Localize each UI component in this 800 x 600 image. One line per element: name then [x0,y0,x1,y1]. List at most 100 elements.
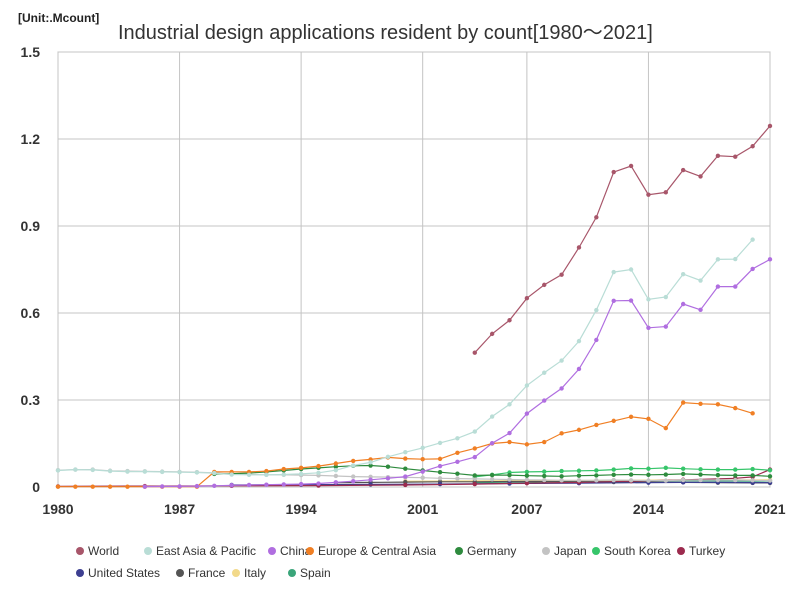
data-point [420,456,425,462]
data-point [767,474,773,479]
data-point [715,472,721,478]
data-point [559,431,564,436]
x-tick-label: 2001 [407,501,438,517]
data-point [611,467,616,472]
series-east-asia-pacific [55,237,755,478]
data-point [715,402,721,407]
data-point [680,167,686,173]
data-point [524,481,530,486]
data-point [611,269,616,275]
legend-item: Turkey [677,544,725,558]
data-point [542,469,547,474]
data-point [559,358,564,363]
data-point [594,307,599,313]
x-tick-label: 2007 [511,501,542,517]
data-point [628,163,634,169]
data-point [524,383,530,388]
data-point [680,466,686,471]
legend-label: United States [88,566,160,580]
data-point [733,284,738,289]
data-point [298,481,304,487]
data-point [316,481,321,486]
data-point [559,468,564,474]
legend-item: United States [76,566,160,580]
legend-marker [76,547,84,555]
data-point [403,450,408,455]
plot-area [57,51,771,488]
legend-marker [542,547,550,555]
data-point [542,282,547,288]
series-line [474,125,771,354]
data-point [455,450,460,455]
data-point [437,456,443,462]
series-world [472,123,773,355]
data-point [576,338,582,344]
data-point [576,427,582,433]
data-point [159,484,165,489]
data-point [472,429,477,434]
data-point [333,480,339,485]
data-point [489,472,495,478]
data-point [472,473,477,478]
y-tick-label: 0.6 [21,305,41,321]
data-point [524,477,530,482]
data-point [628,466,634,471]
data-point [507,318,512,323]
legend-marker [677,547,685,555]
data-point [489,476,495,482]
data-point [437,476,443,481]
data-point [524,296,530,301]
data-point [368,460,373,465]
data-point [420,445,425,451]
data-point [733,477,738,483]
legend-item: France [176,566,226,580]
data-point [594,468,599,473]
data-point [177,484,182,489]
data-point [680,471,686,477]
y-tick-label: 0 [32,479,40,495]
data-point [594,478,599,483]
data-point [333,467,339,473]
data-point [698,477,703,483]
data-point [646,416,651,422]
data-point [559,272,564,277]
data-point [90,484,95,489]
legend-marker [76,569,84,577]
data-point [437,463,443,469]
data-point [507,472,512,478]
data-point [489,331,495,337]
data-point [298,465,304,471]
data-point [524,411,530,416]
data-point [403,466,408,471]
data-point [733,405,738,411]
legend-marker [455,547,463,555]
grid-lines [57,51,771,488]
legend-marker [592,547,600,555]
legend-item: Japan [542,544,587,558]
data-point [698,467,703,472]
data-point [455,476,460,481]
data-point [628,267,634,272]
legend-item: South Korea [592,544,671,558]
data-point [663,324,669,329]
data-point [767,257,773,262]
data-point [489,414,495,419]
legend-item: World [76,544,119,558]
data-point [298,471,304,477]
data-point [472,476,477,482]
data-point [73,467,78,472]
data-point [680,477,686,483]
data-point [125,469,130,474]
data-point [333,464,339,469]
data-point [194,470,200,475]
data-point [680,400,686,405]
legend-item: China [268,544,312,558]
data-point [611,472,616,478]
data-point [715,477,721,483]
data-point [663,425,669,431]
data-point [177,470,182,475]
legend-marker [268,547,276,555]
data-point [594,473,599,478]
x-tick-label: 1994 [286,501,317,517]
